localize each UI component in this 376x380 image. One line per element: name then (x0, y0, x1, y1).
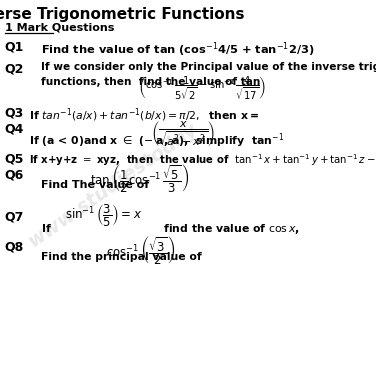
Text: If $\mathit{tan^{-1}(a/x)+tan^{-1}(b/x)=\pi/2,}$  then $\mathbf{x=}$: If $\mathit{tan^{-1}(a/x)+tan^{-1}(b/x)=… (29, 106, 260, 124)
Text: Inverse Trigonometric Functions: Inverse Trigonometric Functions (0, 7, 244, 22)
Text: $\cos^{-1}\left(\dfrac{\sqrt{3}}{2}\right)$: $\cos^{-1}\left(\dfrac{\sqrt{3}}{2}\righ… (106, 234, 175, 266)
Text: Q8: Q8 (5, 240, 24, 253)
Text: Q2: Q2 (5, 62, 24, 75)
Text: Q5: Q5 (5, 152, 24, 165)
Text: Find the principal value of: Find the principal value of (41, 252, 202, 262)
Text: functions, then  find the value of tan: functions, then find the value of tan (41, 77, 260, 87)
Text: Find The value of: Find The value of (41, 180, 149, 190)
Text: $\left(\cos^{-1}\dfrac{1}{5\sqrt{2}} - \sin^{-1}\dfrac{4}{\sqrt{17}}\right)$: $\left(\cos^{-1}\dfrac{1}{5\sqrt{2}} - \… (138, 74, 266, 102)
Text: If we consider only the Principal value of the inverse trigonometric: If we consider only the Principal value … (41, 62, 376, 72)
Text: 1 Mark Questions: 1 Mark Questions (5, 23, 114, 33)
Text: www.studiestoday: www.studiestoday (24, 119, 201, 251)
Text: $\tan\left(\dfrac{1}{2}\cos^{-1}\dfrac{\sqrt{5}}{3}\right)$: $\tan\left(\dfrac{1}{2}\cos^{-1}\dfrac{\… (90, 162, 190, 194)
Text: Q1: Q1 (5, 40, 24, 53)
Text: Q7: Q7 (5, 210, 24, 223)
Text: If (a < 0)and x $\in$ ($-$ a, a),  simplify  tan$^{-1}$: If (a < 0)and x $\in$ ($-$ a, a), simpli… (29, 131, 285, 150)
Text: Q3: Q3 (5, 106, 24, 119)
Text: $\sin^{-1}\left(\dfrac{3}{5}\right) = x$: $\sin^{-1}\left(\dfrac{3}{5}\right) = x$ (65, 202, 142, 228)
Text: If                              find the value of $\cos x$,: If find the value of $\cos x$, (41, 222, 300, 236)
Text: Find the value of tan (cos$^{-1}$4/5 + tan$^{-1}$2/3): Find the value of tan (cos$^{-1}$4/5 + t… (41, 40, 314, 59)
Text: If x+y+z $=$ xyz,  then  the value of  $\tan^{-1}x+\tan^{-1}y+\tan^{-1}z-$: If x+y+z $=$ xyz, then the value of $\ta… (29, 152, 376, 168)
Text: Q6: Q6 (5, 168, 24, 181)
Text: Q4: Q4 (5, 123, 24, 136)
Text: $\left(\dfrac{x}{\sqrt{a^2-x^2}}\right)$: $\left(\dfrac{x}{\sqrt{a^2-x^2}}\right)$ (152, 119, 216, 148)
